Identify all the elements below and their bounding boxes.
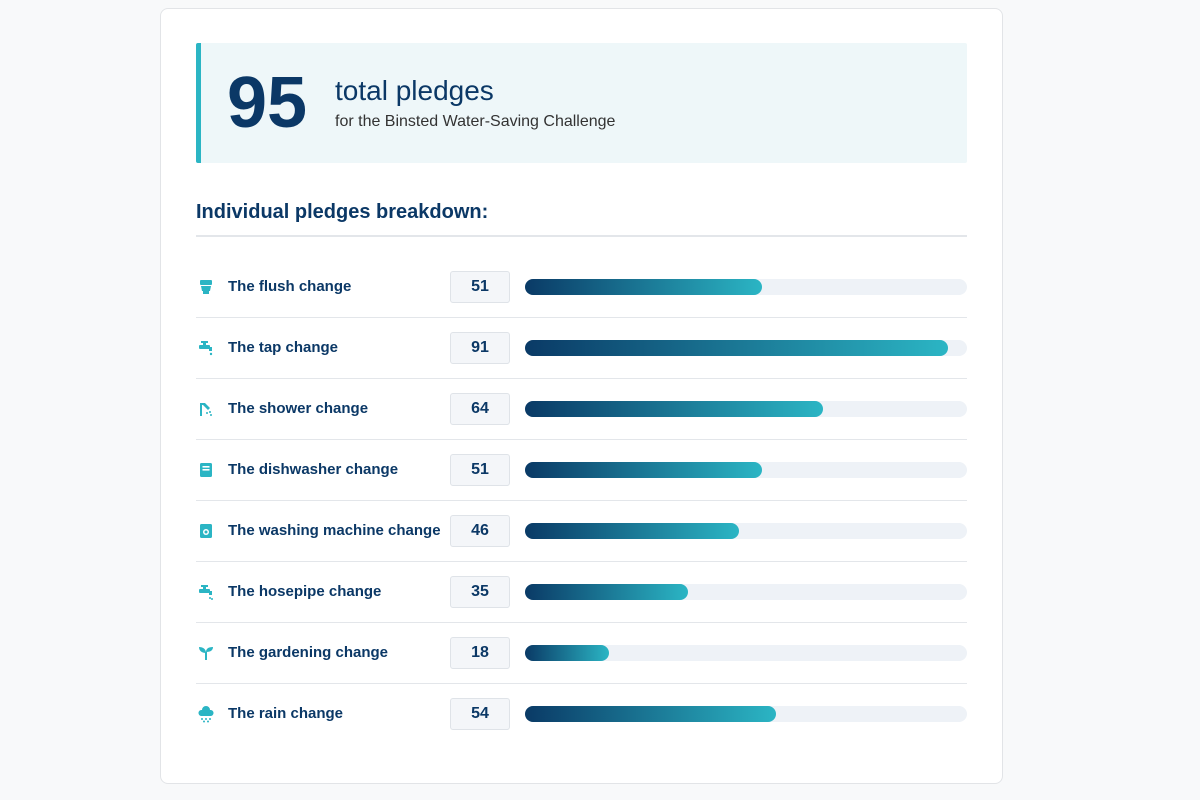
pledge-list: The flush change 51 The tap change 91 The sh… <box>196 257 967 744</box>
pledge-label: The washing machine change <box>228 522 441 539</box>
bar-track <box>525 279 967 295</box>
pledge-count: 35 <box>450 576 510 608</box>
bar <box>525 340 949 356</box>
bar <box>525 706 777 722</box>
pledge-row: The hosepipe change 35 <box>196 562 967 623</box>
pledge-count: 54 <box>450 698 510 730</box>
summary-box: 95 total pledges for the Binsted Water-S… <box>196 43 967 163</box>
bar-track <box>525 401 967 417</box>
pledge-label: The rain change <box>228 705 344 722</box>
pledge-icon <box>199 585 213 600</box>
bar-track <box>525 523 967 539</box>
pledge-card: 95 total pledges for the Binsted Water-S… <box>160 8 1003 784</box>
bar-track <box>525 706 967 722</box>
pledge-label: The tap change <box>228 339 339 356</box>
section-heading: Individual pledges breakdown: <box>196 201 967 237</box>
bar-track <box>525 584 967 600</box>
pledge-count: 51 <box>450 271 510 303</box>
bar-track <box>525 340 967 356</box>
pledge-count: 46 <box>450 515 510 547</box>
bar <box>525 523 740 539</box>
bar <box>525 279 763 295</box>
pledge-label: The shower change <box>228 400 369 417</box>
pledge-count: 51 <box>450 454 510 486</box>
pledge-count: 64 <box>450 393 510 425</box>
pledge-label: The flush change <box>228 278 352 295</box>
pledge-row: The shower change 64 <box>196 379 967 440</box>
pledge-icon <box>200 524 212 538</box>
pledge-row: The rain change 54 <box>196 684 967 744</box>
pledge-icon <box>199 647 213 660</box>
pledge-icon <box>200 280 212 294</box>
pledge-label: The gardening change <box>228 644 389 661</box>
bar-track <box>525 462 967 478</box>
pledge-label: The dishwasher change <box>228 461 399 478</box>
summary-label: total pledges <box>335 75 494 106</box>
pledge-row: The tap change 91 <box>196 318 967 379</box>
summary-text: total pledges for the Binsted Water-Savi… <box>335 75 615 131</box>
pledge-count: 91 <box>450 332 510 364</box>
pledge-row: The dishwasher change 51 <box>196 440 967 501</box>
bar <box>525 584 688 600</box>
pledge-row: The washing machine change 46 <box>196 501 967 562</box>
pledge-icon <box>200 463 212 477</box>
bar <box>525 462 763 478</box>
total-count: 95 <box>227 63 308 143</box>
pledge-icon <box>200 403 212 416</box>
bar-track <box>525 645 967 661</box>
pledge-row: The flush change 51 <box>196 257 967 318</box>
pledge-row: The gardening change 18 <box>196 623 967 684</box>
pledge-icon <box>198 706 214 723</box>
bar <box>525 645 609 661</box>
pledge-label: The hosepipe change <box>228 583 382 600</box>
summary-subtitle: for the Binsted Water-Saving Challenge <box>335 113 616 130</box>
bar <box>525 401 823 417</box>
pledge-count: 18 <box>450 637 510 669</box>
pledge-icon <box>199 341 213 356</box>
